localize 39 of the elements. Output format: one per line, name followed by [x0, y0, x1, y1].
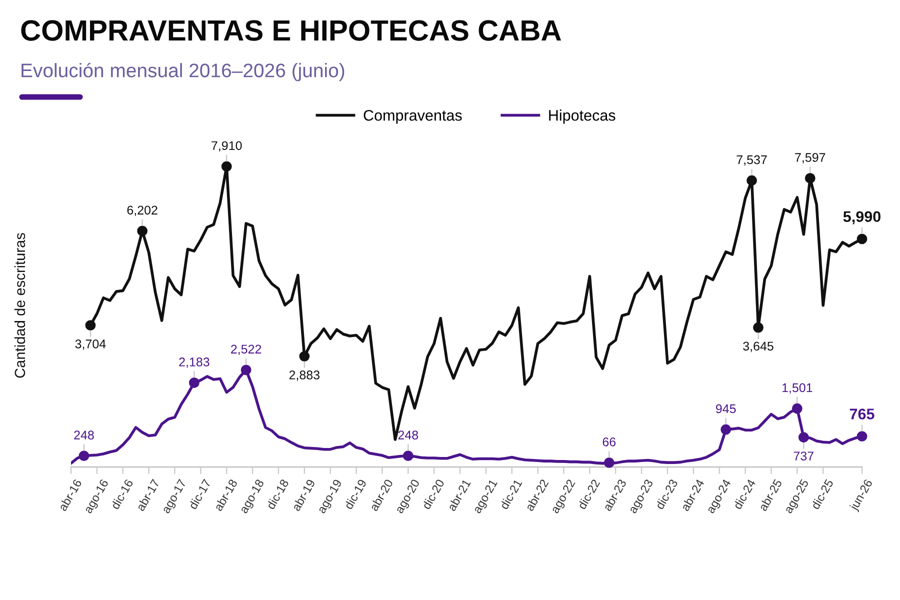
data-label: 2,183 — [179, 358, 210, 368]
point — [792, 403, 802, 414]
legend-label: Hipotecas — [549, 110, 616, 124]
data-label: 765 — [850, 408, 874, 420]
data-label: 2,522 — [231, 344, 262, 356]
data-label: 5,990 — [843, 211, 880, 224]
data-label: 248 — [74, 430, 94, 440]
point — [85, 320, 96, 330]
data-label: 66 — [602, 438, 616, 446]
data-label: 3,645 — [743, 342, 774, 352]
data-label: 7,910 — [212, 141, 242, 152]
data-label: 6,202 — [127, 206, 158, 216]
data-label: 7,597 — [795, 153, 826, 164]
point — [804, 173, 816, 184]
data-label: 737 — [794, 452, 814, 460]
data-label: 248 — [398, 430, 418, 440]
data-label: 1,501 — [782, 383, 812, 394]
point — [856, 234, 868, 244]
data-label: 2,883 — [289, 370, 320, 381]
data-label: 945 — [716, 404, 736, 414]
chart-subtitle: Evolución mensual 2016–2026 (junio) — [22, 62, 344, 82]
point — [798, 432, 809, 443]
point — [221, 161, 232, 172]
point — [720, 424, 732, 435]
point — [188, 378, 200, 388]
data-label: 3,704 — [75, 340, 106, 350]
point — [299, 351, 310, 362]
point — [604, 458, 614, 468]
point — [78, 450, 90, 462]
point — [856, 431, 868, 442]
point — [137, 226, 148, 236]
y-axis-title: Cantidad de escrituras — [14, 233, 26, 378]
chart-title: COMPRAVENTAS E HIPOTECAS CABA — [21, 20, 562, 41]
point — [746, 175, 757, 186]
point — [402, 450, 414, 462]
legend-label: Compraventas — [364, 110, 462, 124]
point — [240, 364, 252, 376]
point — [753, 322, 764, 333]
data-label: 7,537 — [736, 155, 767, 166]
